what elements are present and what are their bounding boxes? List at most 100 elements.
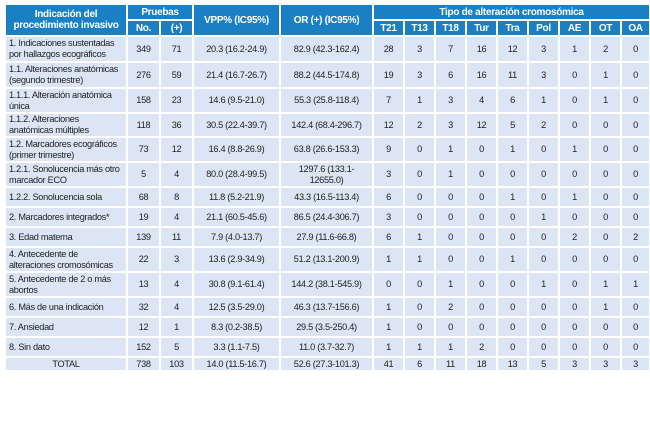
tipo-tur-count: 0 bbox=[465, 226, 498, 248]
tipo-t21-count: 1 bbox=[372, 336, 405, 358]
or-value: 55.3 (25.8-118.4) bbox=[279, 87, 374, 114]
row-label: 1.2.1. Sonolucencia más otro marcador EC… bbox=[4, 161, 128, 188]
tipo-t13-count: 1 bbox=[403, 87, 436, 114]
positive-count: 3 bbox=[159, 246, 194, 273]
tipo-oa-count: 0 bbox=[619, 246, 650, 273]
tipo-tra-count: 0 bbox=[496, 206, 529, 228]
tipo-t13-count: 6 bbox=[403, 356, 436, 372]
positive-count: 103 bbox=[159, 356, 194, 372]
or-value: 43.3 (16.5-113.4) bbox=[279, 186, 374, 208]
tipo-pol-count: 3 bbox=[527, 61, 560, 89]
tipo-tur-count: 0 bbox=[465, 246, 498, 273]
tests-count: 152 bbox=[126, 336, 161, 358]
tipo-tra-count: 6 bbox=[496, 87, 529, 114]
or-value: 29.5 (3.5-250.4) bbox=[279, 316, 374, 338]
tests-count: 73 bbox=[126, 136, 161, 163]
row-label: 4. Antecedente de alteraciones cromosómi… bbox=[4, 246, 128, 273]
tipo-oa-count: 0 bbox=[619, 87, 650, 114]
table-row: 6. Más de una indicación 32 4 12.5 (3.5-29.… bbox=[4, 296, 650, 318]
tipo-pol-count: 5 bbox=[527, 356, 560, 372]
tipo-tra-count: 1 bbox=[496, 186, 529, 208]
tipo-ot-count: 0 bbox=[589, 336, 622, 358]
header-tipo-t21: T21 bbox=[372, 19, 405, 37]
tipo-t13-count: 0 bbox=[403, 271, 436, 298]
row-label: 8. Sin dato bbox=[4, 336, 128, 358]
tipo-tra-count: 0 bbox=[496, 226, 529, 248]
tipo-ot-count: 0 bbox=[589, 136, 622, 163]
tipo-tra-count: 12 bbox=[496, 35, 529, 63]
positive-count: 4 bbox=[159, 296, 194, 318]
tipo-tra-count: 0 bbox=[496, 271, 529, 298]
tipo-tur-count: 16 bbox=[465, 61, 498, 89]
vpp-value: 21.4 (16.7-26.7) bbox=[192, 61, 281, 89]
table-row: 1.1.2. Alteraciones anatómicas múltiples… bbox=[4, 112, 650, 138]
tipo-t21-count: 3 bbox=[372, 161, 405, 188]
tipo-t21-count: 6 bbox=[372, 226, 405, 248]
table-body: 1. Indicaciones sustentadas por hallazgo… bbox=[4, 35, 650, 372]
tipo-tur-count: 2 bbox=[465, 336, 498, 358]
tipo-oa-count: 1 bbox=[619, 271, 650, 298]
tipo-ae-count: 1 bbox=[558, 35, 591, 63]
tests-count: 32 bbox=[126, 296, 161, 318]
positive-count: 8 bbox=[159, 186, 194, 208]
tipo-oa-count: 2 bbox=[619, 226, 650, 248]
tests-count: 158 bbox=[126, 87, 161, 114]
header-tipo-tur: Tur bbox=[465, 19, 498, 37]
tipo-t13-count: 0 bbox=[403, 206, 436, 228]
tipo-t18-count: 11 bbox=[434, 356, 467, 372]
tipo-ot-count: 0 bbox=[589, 206, 622, 228]
or-value: 51.2 (13.1-200.9) bbox=[279, 246, 374, 273]
tipo-pol-count: 0 bbox=[527, 186, 560, 208]
tipo-ae-count: 0 bbox=[558, 112, 591, 138]
vpp-value: 21.1 (60.5-45.6) bbox=[192, 206, 281, 228]
tipo-ot-count: 0 bbox=[589, 246, 622, 273]
tipo-t18-count: 0 bbox=[434, 316, 467, 338]
tipo-ae-count: 1 bbox=[558, 136, 591, 163]
tipo-t13-count: 0 bbox=[403, 316, 436, 338]
positive-count: 4 bbox=[159, 206, 194, 228]
or-value: 86.5 (24.4-306.7) bbox=[279, 206, 374, 228]
tipo-tra-count: 0 bbox=[496, 296, 529, 318]
or-value: 144.2 (38.1-545.9) bbox=[279, 271, 374, 298]
tipo-t21-count: 9 bbox=[372, 136, 405, 163]
tipo-tra-count: 13 bbox=[496, 356, 529, 372]
tipo-t18-count: 3 bbox=[434, 112, 467, 138]
vpp-value: 30.5 (22.4-39.7) bbox=[192, 112, 281, 138]
vpp-value: 14.0 (11.5-16.7) bbox=[192, 356, 281, 372]
positive-count: 11 bbox=[159, 226, 194, 248]
or-value: 11.0 (3.7-32.7) bbox=[279, 336, 374, 358]
header-tipo-oa: OA bbox=[619, 19, 650, 37]
or-value: 63.8 (26.6-153.3) bbox=[279, 136, 374, 163]
tipo-t13-count: 1 bbox=[403, 226, 436, 248]
tests-count: 139 bbox=[126, 226, 161, 248]
tipo-t21-count: 28 bbox=[372, 35, 405, 63]
or-value: 52.6 (27.3-101.3) bbox=[279, 356, 374, 372]
row-label: 1.2.2. Sonolucencia sola bbox=[4, 186, 128, 208]
vpp-value: 3.3 (1.1-7.5) bbox=[192, 336, 281, 358]
tipo-tra-count: 0 bbox=[496, 316, 529, 338]
tests-count: 5 bbox=[126, 161, 161, 188]
header-row-2: No. (+) T21 T13 T18 Tur Tra Pol AE OT OA bbox=[5, 19, 650, 37]
tests-count: 13 bbox=[126, 271, 161, 298]
tipo-pol-count: 1 bbox=[527, 271, 560, 298]
positive-count: 4 bbox=[159, 161, 194, 188]
tipo-tur-count: 0 bbox=[465, 161, 498, 188]
tipo-tur-count: 0 bbox=[465, 186, 498, 208]
header-row-1: Indicación del procedimiento invasivo Pr… bbox=[4, 3, 650, 37]
tipo-tur-count: 18 bbox=[465, 356, 498, 372]
tipo-t13-count: 0 bbox=[403, 161, 436, 188]
tipo-tra-count: 5 bbox=[496, 112, 529, 138]
tipo-pol-count: 0 bbox=[527, 336, 560, 358]
tipo-ot-count: 0 bbox=[589, 316, 622, 338]
tipo-oa-count: 0 bbox=[619, 186, 650, 208]
row-label: 1.1. Alteraciones anatómicas (segundo tr… bbox=[4, 61, 128, 89]
table-row: 1.1.1. Alteración anatómica única 158 23 14… bbox=[4, 87, 650, 114]
tipo-t21-count: 41 bbox=[372, 356, 405, 372]
total-row: TOTAL 738 103 14.0 (11.5-16.7) 52.6 (27.3-10… bbox=[4, 356, 650, 372]
tipo-t21-count: 1 bbox=[372, 246, 405, 273]
tipo-t13-count: 0 bbox=[403, 186, 436, 208]
table-row: 1.2. Marcadores ecográficos (primer trim… bbox=[4, 136, 650, 163]
tipo-oa-count: 0 bbox=[619, 296, 650, 318]
tipo-ae-count: 0 bbox=[558, 87, 591, 114]
vpp-value: 11.8 (5.2-21.9) bbox=[192, 186, 281, 208]
